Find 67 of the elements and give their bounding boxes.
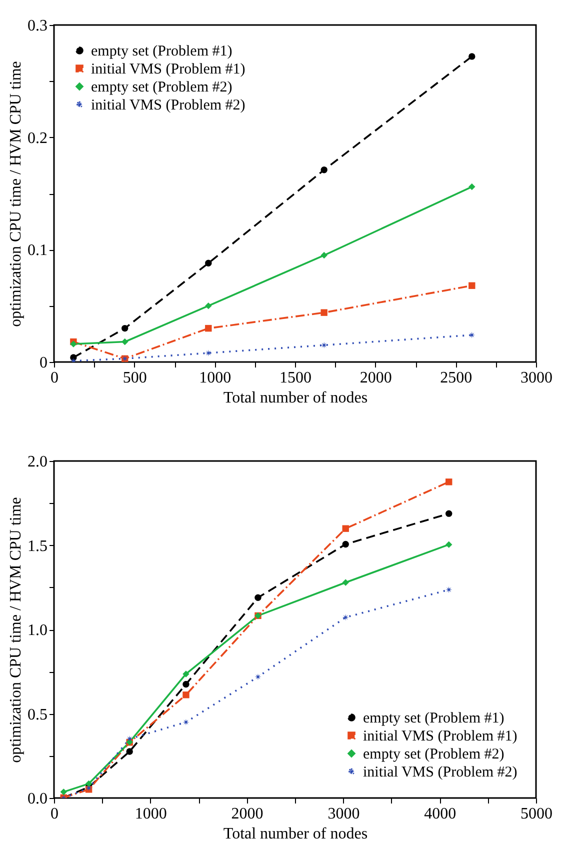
point [320, 309, 328, 316]
x-tick-label: 1000 [199, 370, 232, 386]
point [205, 324, 212, 332]
legend-label: empty set (Problem #1) [91, 44, 232, 60]
x-tick-label: 1500 [280, 370, 312, 386]
point [468, 282, 476, 289]
point [126, 736, 133, 742]
y-tick-label: 0.2 [28, 130, 48, 147]
x-tick-label: 2000 [231, 806, 264, 822]
point [320, 166, 328, 174]
x-axis-title: Total number of nodes [223, 826, 368, 842]
point [205, 302, 212, 310]
y-tick-label: 0 [40, 354, 48, 372]
x-tick-label: 2000 [360, 370, 392, 386]
point [254, 594, 262, 601]
point [182, 680, 190, 688]
x-tick-label: 500 [122, 370, 147, 386]
point [320, 252, 328, 259]
point [446, 510, 452, 517]
point [182, 718, 190, 726]
legend-label: empty set (Problem #2) [363, 746, 504, 762]
legend-label: initial VMS (Problem #2) [363, 764, 518, 780]
point [70, 340, 77, 348]
x-tick-label: 2500 [440, 370, 472, 386]
point [205, 260, 212, 266]
point [182, 692, 190, 698]
y-tick-label: 0.3 [28, 18, 48, 34]
point [446, 541, 452, 548]
x-tick-label: 3000 [328, 806, 360, 822]
point [320, 342, 328, 349]
point [446, 478, 452, 486]
x-tick-label: 4000 [424, 806, 456, 822]
x-axis-title: Total number of nodes [223, 390, 368, 406]
point [342, 540, 349, 548]
y-tick-label: 0.5 [28, 706, 48, 724]
x-tick-label: 0 [50, 370, 58, 386]
y-axis-title: optimization CPU time / HVM CPU time [8, 497, 24, 763]
legend-label: initial VMS (Problem #1) [91, 62, 246, 78]
point [468, 53, 476, 60]
point [126, 748, 133, 755]
point [122, 324, 128, 332]
legend-label: empty set (Problem #1) [363, 710, 504, 726]
point [342, 525, 349, 532]
point [342, 579, 349, 586]
y-tick-label: 1.5 [28, 538, 48, 555]
x-tick-label: 5000 [520, 806, 552, 822]
y-axis-title: optimization CPU time / HVM CPU time [8, 61, 24, 327]
legend-label: empty set (Problem #2) [91, 80, 232, 96]
legend-label: initial VMS (Problem #2) [91, 98, 246, 114]
y-tick-label: 0.1 [28, 242, 48, 260]
legend-label: initial VMS (Problem #1) [363, 728, 518, 744]
point [342, 614, 349, 621]
point [446, 586, 452, 594]
x-tick-label: 1000 [134, 806, 167, 822]
point [205, 350, 212, 356]
point [122, 338, 128, 346]
point [254, 673, 262, 680]
point [468, 332, 476, 338]
y-tick-label: 1.0 [28, 622, 48, 639]
point [85, 780, 92, 788]
x-tick-label: 3000 [520, 370, 552, 386]
point [182, 670, 190, 678]
point [468, 183, 476, 190]
point [60, 788, 67, 796]
x-tick-label: 0 [50, 806, 58, 822]
y-tick-label: 2.0 [28, 454, 48, 470]
y-tick-label: 0.0 [28, 790, 48, 808]
